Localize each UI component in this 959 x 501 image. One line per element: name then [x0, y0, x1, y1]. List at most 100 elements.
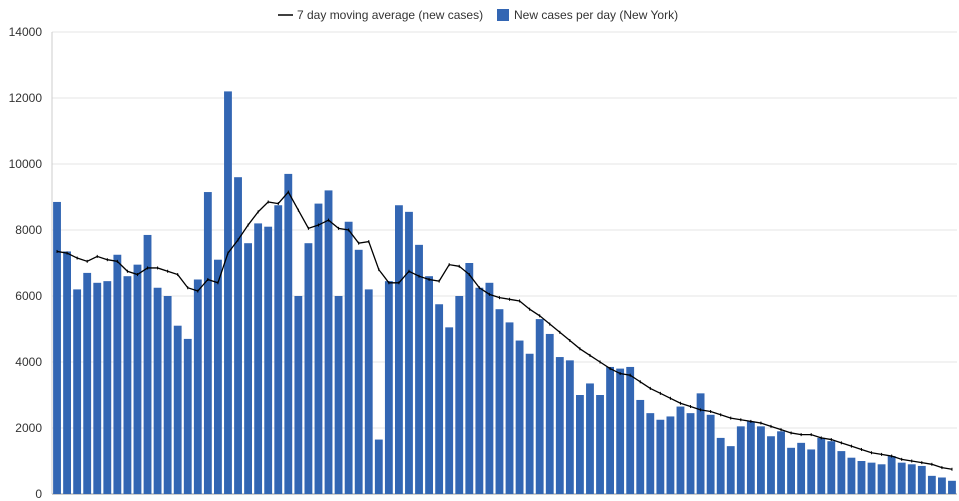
bar — [405, 211, 413, 494]
bar — [646, 413, 655, 494]
bar — [364, 289, 373, 494]
bar — [354, 249, 363, 494]
bar — [545, 333, 554, 494]
bar — [817, 437, 826, 494]
moving-average-series — [56, 190, 953, 471]
bar — [807, 449, 816, 494]
bar — [495, 309, 504, 494]
bar — [334, 296, 343, 494]
bar — [666, 416, 675, 494]
bar — [676, 406, 685, 494]
bar — [344, 221, 353, 494]
bar — [535, 319, 544, 494]
bar — [234, 177, 242, 494]
y-tick-label: 8000 — [15, 223, 42, 237]
legend-label-moving-average: 7 day moving average (new cases) — [297, 8, 483, 22]
bar — [636, 399, 645, 494]
bar — [143, 234, 152, 494]
bar — [877, 464, 886, 494]
bar — [83, 272, 92, 494]
bar — [193, 279, 202, 494]
bar — [93, 282, 102, 494]
bar — [224, 91, 232, 495]
bar — [475, 287, 484, 494]
bar — [304, 243, 313, 494]
gridlines — [52, 31, 957, 495]
legend: 7 day moving average (new cases) New cas… — [278, 8, 678, 22]
bar — [736, 426, 745, 494]
bar — [917, 465, 926, 494]
y-tick-label: 6000 — [15, 289, 42, 303]
bar — [757, 426, 765, 494]
bar — [767, 436, 775, 494]
bar — [907, 464, 916, 494]
bar — [787, 447, 795, 494]
bar — [274, 205, 283, 494]
bar — [163, 296, 172, 494]
bar — [887, 456, 896, 494]
bar — [515, 340, 524, 494]
bar — [264, 226, 273, 494]
bar — [384, 281, 393, 494]
bar — [374, 439, 383, 494]
bar — [113, 254, 122, 494]
bar — [555, 357, 564, 494]
bar — [133, 264, 142, 494]
bar — [294, 296, 303, 494]
bar — [797, 442, 806, 494]
bar — [455, 296, 464, 494]
y-tick-label: 12000 — [9, 91, 43, 105]
bar — [63, 251, 71, 494]
bar — [656, 419, 665, 494]
bar — [948, 480, 956, 494]
bar — [596, 395, 604, 494]
bar — [626, 366, 635, 494]
bar — [173, 325, 182, 494]
y-tick-label: 4000 — [15, 355, 42, 369]
bar — [73, 289, 82, 494]
y-tick-label: 14000 — [9, 25, 43, 39]
bar — [465, 263, 474, 494]
bar — [445, 327, 454, 494]
bar — [203, 192, 212, 495]
legend-label-new-cases: New cases per day (New York) — [514, 8, 678, 22]
bar — [576, 395, 584, 494]
bar — [485, 282, 494, 494]
bar — [415, 244, 423, 494]
y-tick-label: 2000 — [15, 421, 42, 435]
bar — [324, 190, 333, 494]
bar — [777, 431, 785, 494]
bar — [586, 383, 594, 494]
bar — [938, 477, 946, 494]
bar — [214, 259, 222, 494]
bar — [183, 338, 192, 494]
bar — [867, 462, 876, 494]
bar — [284, 173, 293, 494]
bar-series — [53, 91, 956, 495]
bar — [103, 281, 112, 494]
bar — [395, 205, 403, 494]
y-tick-label: 10000 — [9, 157, 43, 171]
bar — [254, 223, 263, 494]
bar — [847, 457, 856, 494]
bar — [616, 368, 625, 494]
y-axis: 0 2000 4000 6000 8000 10000 12000 14000 — [9, 25, 53, 501]
bar — [314, 203, 323, 494]
bar — [706, 414, 715, 494]
bar — [837, 451, 846, 494]
bar — [435, 304, 444, 494]
bar — [425, 276, 433, 494]
bar — [505, 322, 514, 494]
legend-bar-swatch — [497, 9, 509, 21]
bar — [53, 201, 61, 494]
bar — [897, 462, 906, 494]
bar — [746, 421, 755, 494]
bar — [827, 441, 836, 494]
bar — [525, 353, 534, 494]
bar — [927, 475, 936, 494]
bar — [244, 243, 252, 494]
bar — [857, 461, 866, 494]
bar — [565, 360, 574, 494]
